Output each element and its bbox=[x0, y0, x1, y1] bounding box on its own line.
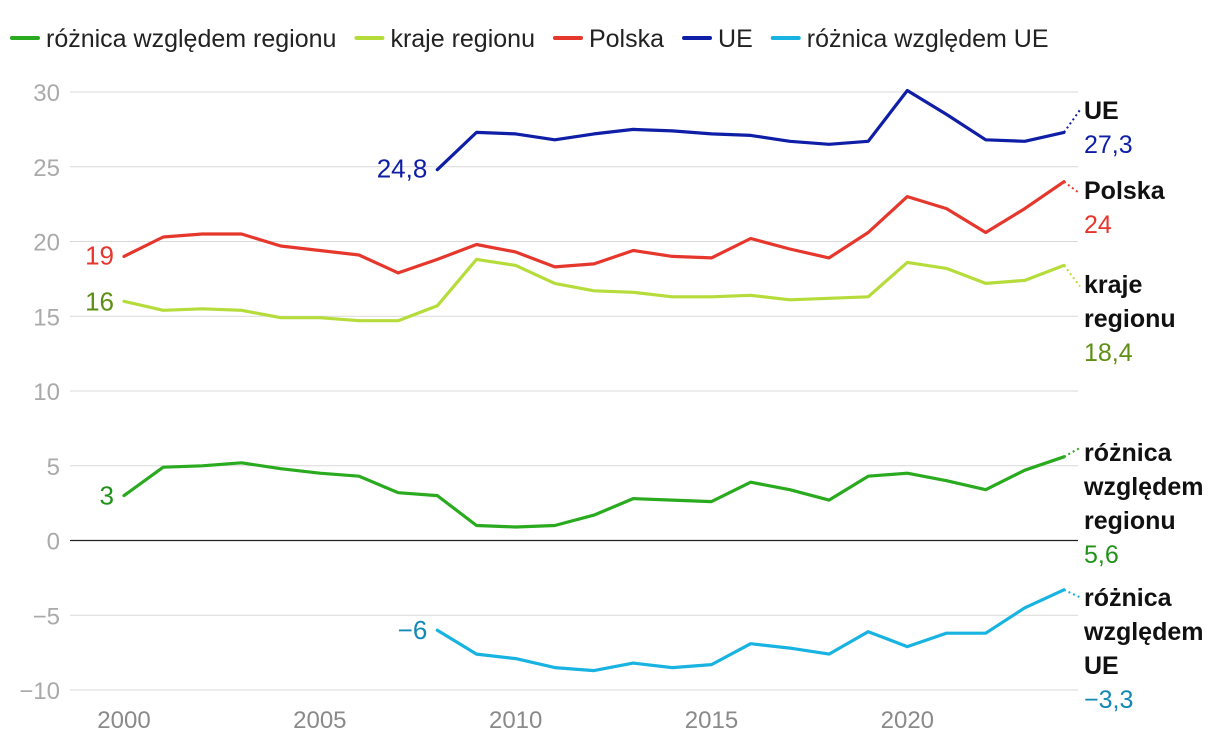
legend-item-ue: UE bbox=[682, 25, 753, 53]
end-leader-roznica_ue bbox=[1063, 588, 1081, 599]
y-tick-label: 0 bbox=[47, 529, 60, 556]
start-label-ue: 24,8 bbox=[377, 154, 428, 184]
end-value-ue: 27,3 bbox=[1084, 131, 1133, 159]
x-tick-label: 2015 bbox=[685, 707, 738, 734]
x-tick-label: 2005 bbox=[293, 707, 346, 734]
start-label-roznica_regionu: 3 bbox=[100, 481, 114, 511]
y-tick-label: −5 bbox=[33, 603, 60, 630]
end-name-roznica_regionu: względem bbox=[1083, 473, 1203, 501]
end-name-roznica_regionu: różnica bbox=[1084, 439, 1173, 467]
series-line-roznica_regionu bbox=[122, 455, 1066, 529]
y-tick-label: 15 bbox=[33, 304, 60, 331]
series-line-ue bbox=[435, 88, 1066, 172]
legend-item-roznica_regionu: różnica względem regionu bbox=[10, 25, 336, 53]
x-tick-label: 2000 bbox=[97, 707, 150, 734]
end-name-polska: Polska bbox=[1084, 177, 1166, 205]
series-line-polska bbox=[122, 180, 1066, 275]
legend-label: Polska bbox=[589, 25, 664, 53]
y-tick-label: 30 bbox=[33, 80, 60, 107]
y-tick-label: 5 bbox=[47, 454, 60, 481]
series-lines bbox=[122, 88, 1066, 673]
y-tick-label: 20 bbox=[33, 230, 60, 257]
legend-item-kraje_regionu: kraje regionu bbox=[354, 25, 535, 53]
series-labels: 3 16 19 24,8 −6 UE 27,3 Polska 24 kraje regionu 18,… bbox=[85, 97, 1203, 714]
end-name-ue: UE bbox=[1084, 97, 1119, 125]
grid-lines bbox=[70, 91, 1078, 691]
end-value-kraje_regionu: 18,4 bbox=[1084, 339, 1133, 367]
legend-item-polska: Polska bbox=[552, 25, 664, 53]
end-value-roznica_regionu: 5,6 bbox=[1084, 541, 1119, 569]
end-name-kraje_regionu: regionu bbox=[1084, 305, 1176, 333]
end-name-roznica_ue: UE bbox=[1084, 652, 1119, 680]
end-value-roznica_ue: −3,3 bbox=[1084, 686, 1133, 714]
end-leader-ue bbox=[1063, 109, 1081, 133]
end-leader-kraje_regionu bbox=[1063, 264, 1081, 287]
legend-label: kraje regionu bbox=[390, 25, 535, 53]
x-tick-label: 2020 bbox=[881, 707, 934, 734]
series-line-roznica_ue bbox=[435, 588, 1066, 673]
start-label-polska: 19 bbox=[85, 240, 114, 270]
series-line-kraje_regionu bbox=[122, 257, 1066, 323]
end-name-kraje_regionu: kraje bbox=[1084, 271, 1142, 299]
y-tick-label: 10 bbox=[33, 379, 60, 406]
start-label-roznica_ue: −6 bbox=[398, 615, 428, 645]
x-axis-ticks: 2000 2005 2010 2015 2020 bbox=[97, 707, 934, 734]
y-tick-label: 25 bbox=[33, 155, 60, 182]
end-value-polska: 24 bbox=[1084, 211, 1112, 239]
start-label-kraje_regionu: 16 bbox=[85, 286, 114, 316]
end-leader-roznica_regionu bbox=[1063, 446, 1081, 458]
y-tick-label: −10 bbox=[19, 678, 60, 705]
legend: różnica względem regionu kraje regionu Pol… bbox=[10, 25, 1049, 53]
legend-item-roznica_ue: różnica względem UE bbox=[770, 25, 1049, 53]
legend-label: różnica względem regionu bbox=[46, 25, 336, 53]
end-name-roznica_ue: różnica bbox=[1084, 584, 1173, 612]
end-leader-polska bbox=[1063, 180, 1081, 195]
legend-label: różnica względem UE bbox=[807, 25, 1049, 53]
end-name-roznica_regionu: regionu bbox=[1084, 507, 1176, 535]
x-tick-label: 2010 bbox=[489, 707, 542, 734]
y-axis-ticks: −10 −5 0 5 10 15 20 25 30 bbox=[19, 80, 60, 705]
legend-label: UE bbox=[718, 25, 753, 53]
end-name-roznica_ue: względem bbox=[1083, 618, 1203, 646]
